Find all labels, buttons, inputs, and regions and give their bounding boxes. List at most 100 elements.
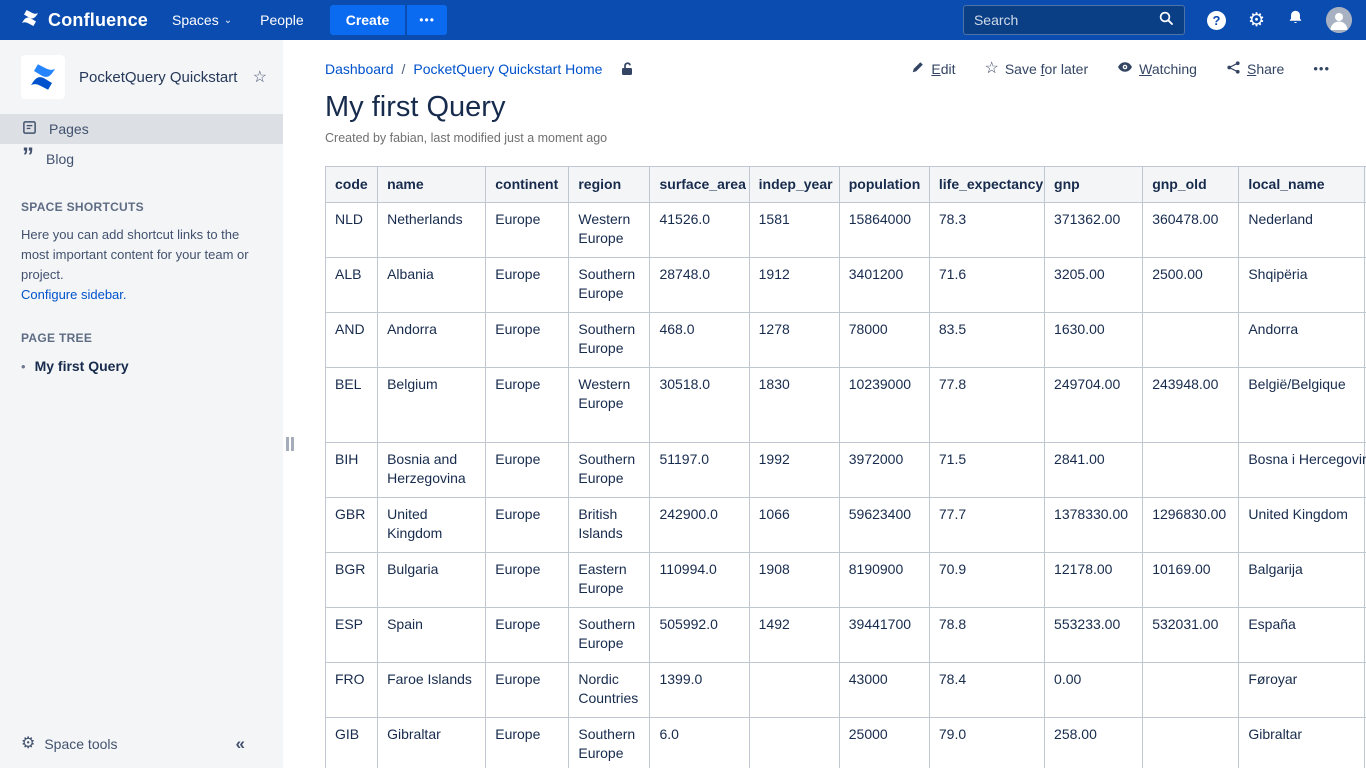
table-cell: 532031.00 <box>1142 607 1240 663</box>
settings-gear-icon[interactable]: ⚙ <box>1247 9 1265 31</box>
table-cell: GBR <box>324 497 379 553</box>
table-cell: 553233.00 <box>1044 607 1144 663</box>
table-cell: Andorra <box>1238 312 1365 368</box>
create-button[interactable]: Create <box>329 5 406 35</box>
column-header: indep_year <box>748 166 840 203</box>
table-cell: Netherlands <box>377 202 487 258</box>
table-cell: Bosnia and Herzegovina <box>377 442 487 498</box>
table-cell: 78.4 <box>928 662 1046 718</box>
table-cell: Andorra <box>377 312 487 368</box>
table-cell: 1581 <box>748 202 840 258</box>
table-cell: 1908 <box>748 552 840 608</box>
column-header: local_name <box>1238 166 1365 203</box>
breadcrumb-dashboard-link[interactable]: Dashboard <box>325 60 394 77</box>
share-icon <box>1226 60 1241 78</box>
table-cell: 30518.0 <box>649 367 750 443</box>
table-cell: 242900.0 <box>649 497 750 553</box>
sidebar-nav: Pages ” Blog <box>0 114 283 174</box>
help-icon[interactable]: ? <box>1206 10 1226 30</box>
table-cell: 15864000 <box>838 202 930 258</box>
table-cell: 71.6 <box>928 257 1046 313</box>
space-header: PocketQuery Quickstart ☆ <box>0 40 283 114</box>
table-cell: BGR <box>324 552 379 608</box>
search-box <box>962 5 1185 35</box>
table-cell: 10169.00 <box>1142 552 1240 608</box>
confluence-brand[interactable]: Confluence <box>20 8 148 33</box>
table-cell: 77.7 <box>928 497 1046 553</box>
space-tools-gear-icon: ⚙ <box>21 735 36 752</box>
table-cell: 1830 <box>748 367 840 443</box>
table-cell: ALB <box>324 257 379 313</box>
edit-button[interactable]: Edit <box>911 60 955 77</box>
space-logo[interactable] <box>21 55 65 99</box>
table-cell: 3205.00 <box>1044 257 1144 313</box>
column-header: continent <box>485 166 570 203</box>
table-cell: Western Europe <box>568 202 651 258</box>
table-row: FRO Faroe Islands Europe Nordic Countries 13… <box>324 662 1366 718</box>
table-cell: Europe <box>485 367 570 443</box>
table-cell: 505992.0 <box>649 607 750 663</box>
table-cell: GIB <box>324 717 379 768</box>
user-avatar[interactable] <box>1326 7 1352 33</box>
sidebar-footer: ⚙ Space tools « <box>0 722 283 768</box>
table-cell: 79.0 <box>928 717 1046 768</box>
table-cell: Southern Europe <box>568 717 651 768</box>
table-cell: Southern Europe <box>568 312 651 368</box>
table-cell: 2841.00 <box>1044 442 1144 498</box>
search-icon[interactable] <box>1158 10 1174 31</box>
pages-icon <box>22 120 37 138</box>
table-cell: 12178.00 <box>1044 552 1144 608</box>
search-input[interactable] <box>973 12 1158 28</box>
table-cell: United Kingdom <box>377 497 487 553</box>
table-cell: 1399.0 <box>649 662 750 718</box>
table-cell: Føroyar <box>1238 662 1365 718</box>
top-menus: Spaces ⌄ People <box>172 12 304 28</box>
page-content: Dashboard / PocketQuery Quickstart Home … <box>283 40 1366 768</box>
column-header: gnp_old <box>1142 166 1240 203</box>
configure-sidebar-link[interactable]: Configure sidebar. <box>21 287 127 302</box>
table-cell: FRO <box>324 662 379 718</box>
breadcrumb-home-link[interactable]: PocketQuery Quickstart Home <box>413 60 603 77</box>
table-row: BEL Belgium Europe Western Europe 30518.0 183… <box>324 367 1366 443</box>
table-cell: Nederland <box>1238 202 1365 258</box>
table-cell: Europe <box>485 202 570 258</box>
table-cell: ESP <box>324 607 379 663</box>
table-cell: Bulgaria <box>377 552 487 608</box>
sidebar-item-blog[interactable]: ” Blog <box>0 144 283 174</box>
table-cell <box>748 717 840 768</box>
table-cell: 2500.00 <box>1142 257 1240 313</box>
table-cell: 25000 <box>838 717 930 768</box>
table-cell: Gibraltar <box>377 717 487 768</box>
favourite-star-icon[interactable]: ☆ <box>252 69 267 86</box>
table-cell <box>1142 442 1240 498</box>
eye-icon <box>1117 59 1133 78</box>
table-cell: 1296830.00 <box>1142 497 1240 553</box>
watching-button[interactable]: Watching <box>1117 59 1197 78</box>
page-tree-item[interactable]: • My first Query <box>21 358 262 374</box>
create-more-button[interactable]: ••• <box>407 5 447 35</box>
space-tools-button[interactable]: Space tools <box>44 736 118 752</box>
table-cell: 249704.00 <box>1044 367 1144 443</box>
people-menu[interactable]: People <box>260 12 304 28</box>
sidebar-resize-handle[interactable] <box>286 437 294 451</box>
sidebar-item-pages[interactable]: Pages <box>0 114 283 144</box>
column-header: code <box>324 166 379 203</box>
table-cell: 43000 <box>838 662 930 718</box>
page-byline: Created by fabian, last modified just a … <box>325 131 608 145</box>
table-cell: 70.9 <box>928 552 1046 608</box>
blog-quote-icon: ” <box>22 143 34 170</box>
table-cell: 1492 <box>748 607 840 663</box>
unrestricted-lock-icon[interactable] <box>619 61 635 77</box>
notifications-bell-icon[interactable] <box>1287 9 1304 31</box>
table-cell: 468.0 <box>649 312 750 368</box>
collapse-sidebar-button[interactable]: « <box>235 734 245 753</box>
save-for-later-button[interactable]: ☆ Save for later <box>984 59 1089 77</box>
share-button[interactable]: Share <box>1226 60 1284 78</box>
table-cell: Balgarija <box>1238 552 1365 608</box>
table-cell: 243948.00 <box>1142 367 1240 443</box>
table-row: GBR United Kingdom Europe British Islands 24… <box>324 497 1366 553</box>
spaces-menu[interactable]: Spaces ⌄ <box>172 12 233 28</box>
table-cell: Europe <box>485 257 570 313</box>
table-cell: 371362.00 <box>1044 202 1144 258</box>
page-more-button[interactable]: ••• <box>1313 61 1330 76</box>
